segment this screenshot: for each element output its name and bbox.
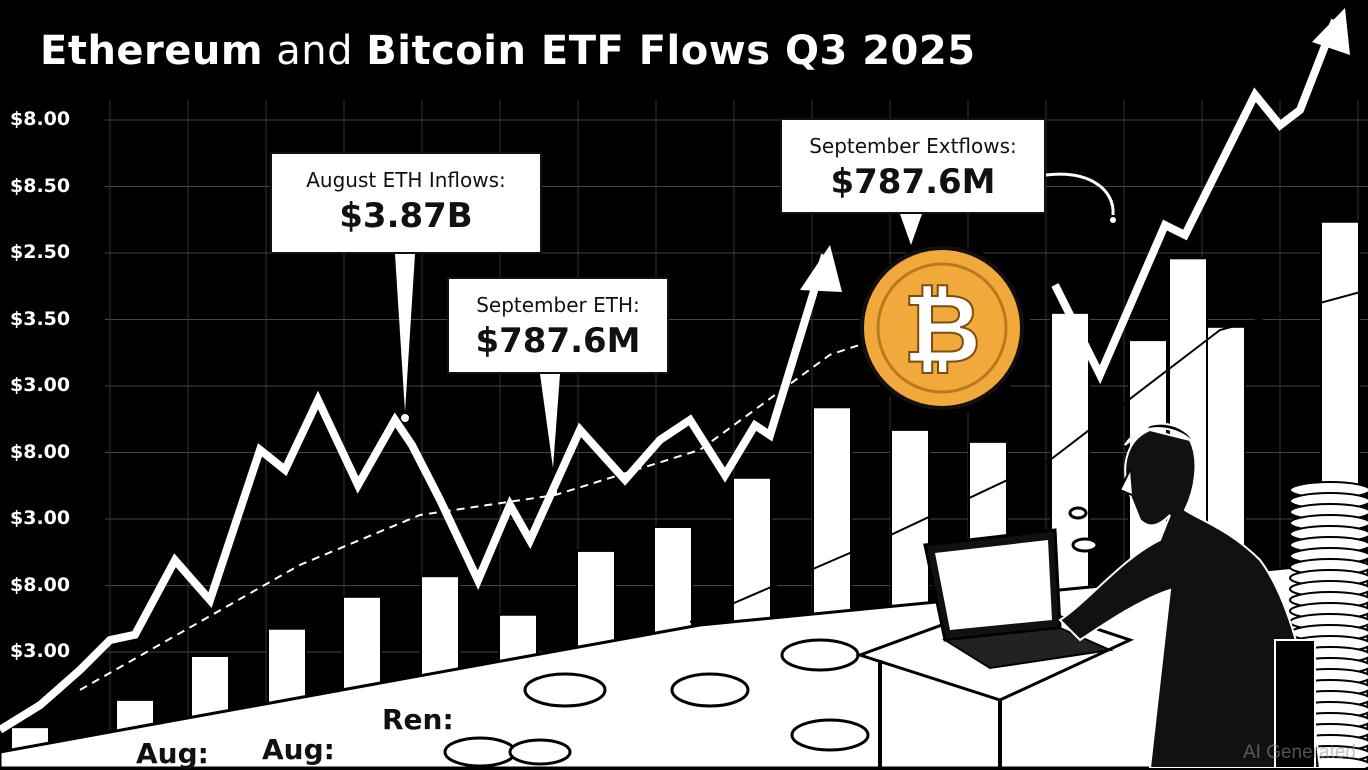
y-tick-label: $8.00 <box>10 108 71 130</box>
annotation-label: August ETH Inflows: <box>306 168 506 192</box>
y-tick-label: $8.00 <box>10 573 71 596</box>
y-tick-label: $8.00 <box>10 440 71 463</box>
annotation-value: $787.6M <box>475 321 641 361</box>
annotation-value: $787.6M <box>830 162 996 202</box>
laptop-icon <box>923 528 1114 670</box>
arrow-head-1 <box>800 245 842 292</box>
person-figure <box>1058 422 1322 768</box>
y-tick-label: $3.50 <box>10 307 71 330</box>
x-label: Aug: <box>262 733 335 766</box>
annotation-label: September ETH: <box>476 293 640 317</box>
bitcoin-coin-icon: ₿ <box>859 244 1031 416</box>
btc-flow-line <box>1051 18 1339 385</box>
y-tick-label: $8.50 <box>10 174 71 197</box>
y-tick-label: $3.00 <box>10 507 71 529</box>
watermark: AI Generated <box>1242 742 1356 763</box>
y-tick-label: $2.50 <box>10 241 71 263</box>
x-label: Aug: <box>136 737 209 770</box>
thin-trend-line <box>689 289 1368 623</box>
x-label: Ren: <box>382 703 454 736</box>
arrow-head-2 <box>1312 8 1350 55</box>
annotation-september-eth: September ETH: $787.6M <box>447 277 669 374</box>
eth-flow-line <box>0 253 829 734</box>
annotation-august-eth: August ETH Inflows: $3.87B <box>270 152 542 254</box>
page-title: Ethereum and Bitcoin ETF Flows Q3 2025 <box>40 28 976 74</box>
svg-text:₿: ₿ <box>903 273 981 385</box>
y-tick-label: $3.00 <box>10 640 71 662</box>
annotation-september-outflows: September Extflows: $787.6M <box>780 118 1046 214</box>
annotation-value: $3.87B <box>339 196 473 236</box>
annotation-label: September Extflows: <box>809 134 1017 158</box>
chair <box>1274 639 1316 768</box>
y-tick-label: $3.00 <box>10 374 71 396</box>
